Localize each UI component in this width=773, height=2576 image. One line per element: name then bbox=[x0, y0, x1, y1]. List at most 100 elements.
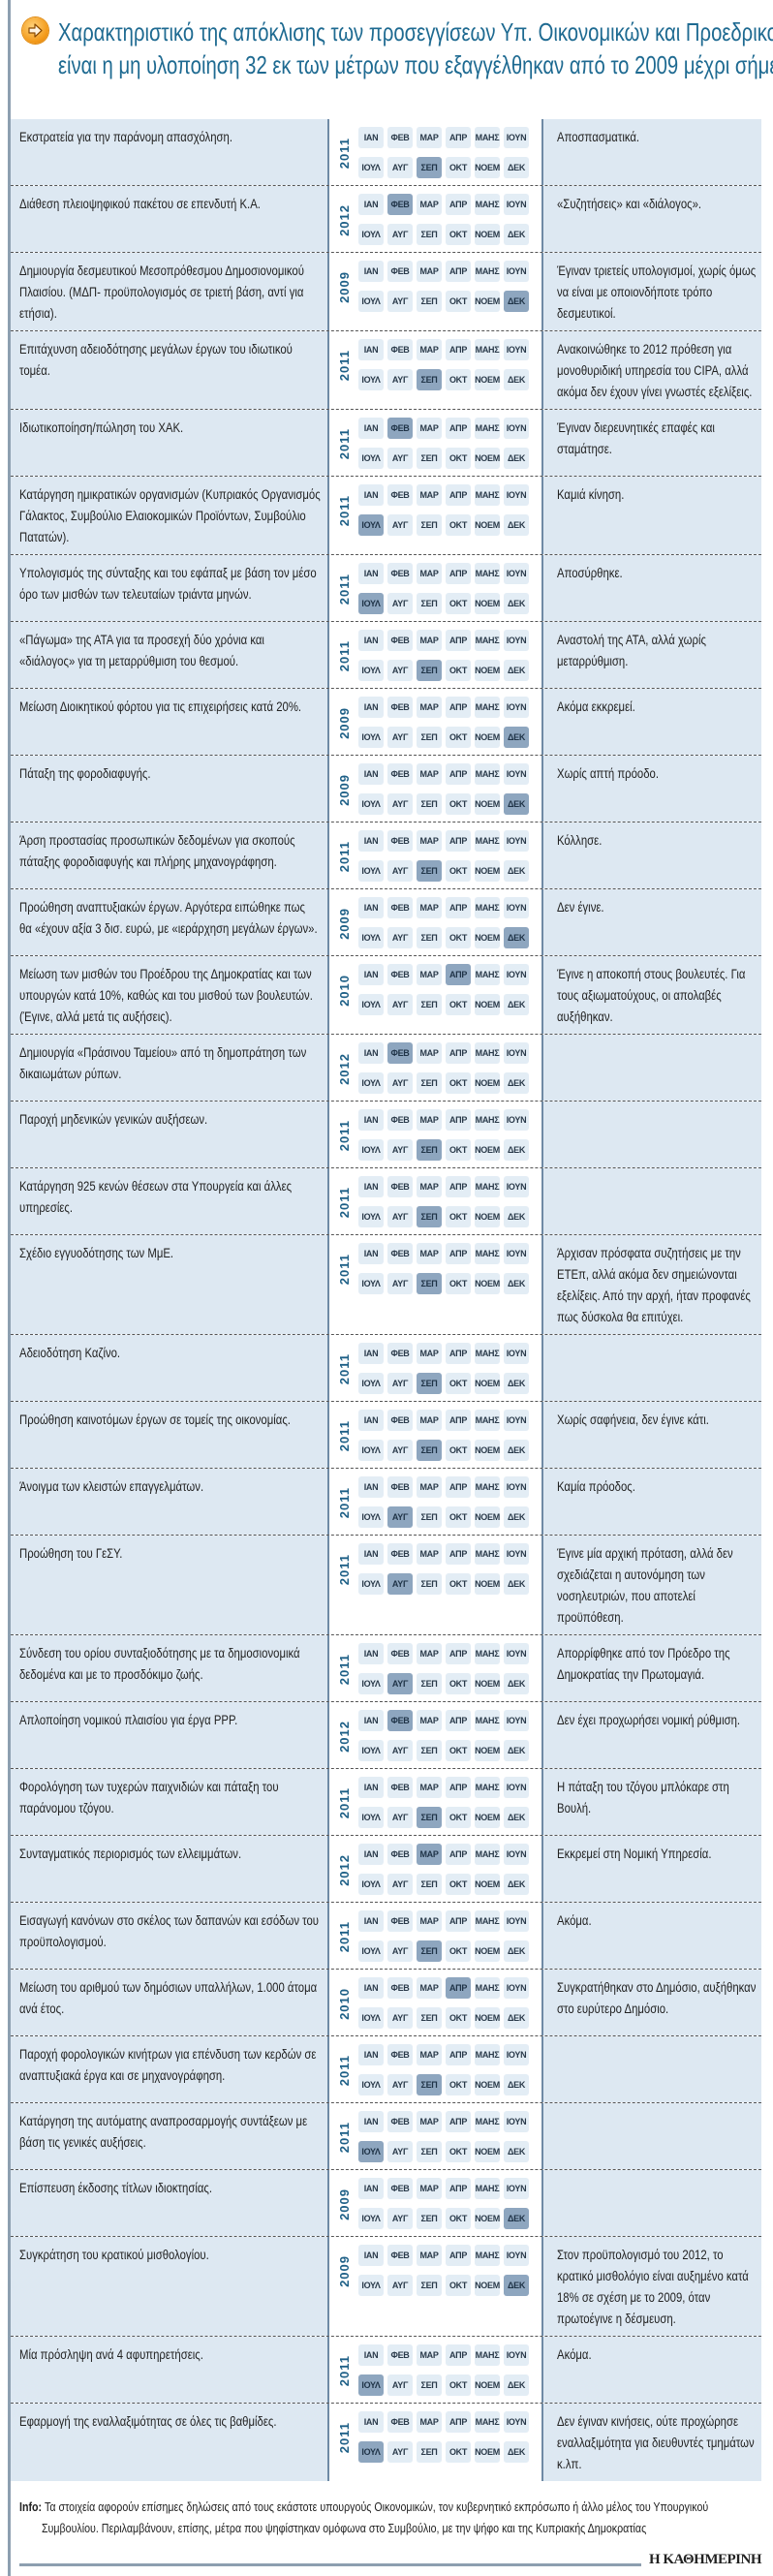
month-cell: ΜΑΡ bbox=[417, 1109, 442, 1131]
month-cell: ΜΑΡ bbox=[417, 1643, 442, 1664]
status-cell: «Συζητήσεις» και «διάλογος». bbox=[543, 186, 761, 252]
month-cell: ΑΠΡ bbox=[446, 897, 471, 918]
month-cell: ΑΠΡ bbox=[446, 1844, 471, 1865]
year-text: 2011 bbox=[337, 1653, 352, 1686]
month-cell: ΦΕΒ bbox=[387, 2245, 413, 2266]
month-cell: ΙΟΥΛ bbox=[358, 224, 384, 245]
month-cell: ΑΥΓ bbox=[387, 291, 413, 312]
month-cell: ΦΕΒ bbox=[387, 2411, 413, 2433]
month-cell-highlighted: ΔΕΚ bbox=[504, 2275, 529, 2296]
month-cell: ΑΠΡ bbox=[446, 1777, 471, 1798]
month-cell: ΙΟΥΛ bbox=[358, 793, 384, 815]
month-cell: ΜΑΗΣ bbox=[475, 1777, 500, 1798]
month-cell: ΔΕΚ bbox=[504, 1206, 529, 1227]
table-row: Συγκράτηση του κρατικού μισθολογίου. 2009… bbox=[11, 2236, 761, 2336]
table-row: Απλοποίηση νομικού πλαισίου για έργα PPP… bbox=[11, 1701, 761, 1768]
month-cell: ΙΟΥΝ bbox=[504, 194, 529, 215]
status-text: Δεν έγινε. bbox=[557, 900, 604, 915]
table-row: Εισαγωγή κανόνων στο σκέλος των δαπανών … bbox=[11, 1902, 761, 1969]
status-cell: Κόλλησε. bbox=[543, 822, 761, 888]
month-cell-highlighted: ΣΕΠ bbox=[417, 2074, 442, 2095]
date-cell: 2011 ΙΑΝ ΦΕΒ ΜΑΡ ΑΠΡ ΜΑΗΣ ΙΟΥΝ ΙΟΥΛ ΑΥΓ ΣΕΠ ΟΚΤ ΝΟΕ… bbox=[327, 2036, 543, 2102]
month-cell: ΙΟΥΝ bbox=[504, 1042, 529, 1064]
year-text: 2011 bbox=[337, 1352, 352, 1385]
month-cell: ΑΠΡ bbox=[446, 763, 471, 785]
month-cell: ΦΕΒ bbox=[387, 1410, 413, 1431]
measure-text: Επίσπευση έκδοσης τίτλων ιδιοκτησίας. bbox=[19, 2181, 213, 2195]
month-cell: ΑΠΡ bbox=[446, 194, 471, 215]
month-cell: ΜΑΗΣ bbox=[475, 563, 500, 584]
month-cell: ΑΥΓ bbox=[387, 224, 413, 245]
month-cell: ΙΟΥΝ bbox=[504, 484, 529, 506]
month-cell: ΟΚΤ bbox=[446, 2141, 471, 2162]
measure-cell: Εκστρατεία για την παράνομη απασχόληση. bbox=[11, 119, 327, 185]
month-cell: ΔΕΚ bbox=[504, 1940, 529, 1962]
month-cell: ΣΕΠ bbox=[417, 593, 442, 614]
month-cell: ΙΟΥΝ bbox=[504, 1910, 529, 1932]
month-cell: ΙΑΝ bbox=[358, 1977, 384, 1999]
status-cell: Αναστολή της ΑΤΑ, αλλά χωρίς μεταρρύθμισ… bbox=[543, 622, 761, 688]
date-cell: 2009 ΙΑΝ ΦΕΒ ΜΑΡ ΑΠΡ ΜΑΗΣ ΙΟΥΝ ΙΟΥΛ ΑΥΓ ΣΕΠ ΟΚΤ ΝΟΕ… bbox=[327, 2170, 543, 2236]
month-cell: ΟΚΤ bbox=[446, 2374, 471, 2396]
month-cell: ΟΚΤ bbox=[446, 514, 471, 536]
month-cell: ΜΑΗΣ bbox=[475, 2245, 500, 2266]
month-cell: ΑΥΓ bbox=[387, 793, 413, 815]
month-grid: ΙΑΝ ΦΕΒ ΜΑΡ ΑΠΡ ΜΑΗΣ ΙΟΥΝ ΙΟΥΛ ΑΥΓ ΣΕΠ ΟΚΤ ΝΟΕΜ ΔΕΚ bbox=[358, 2409, 529, 2477]
date-cell: 2011 ΙΑΝ ΦΕΒ ΜΑΡ ΑΠΡ ΜΑΗΣ ΙΟΥΝ ΙΟΥΛ ΑΥΓ ΣΕΠ ΟΚΤ ΝΟΕ… bbox=[327, 1469, 543, 1535]
measure-cell: Επίσπευση έκδοσης τίτλων ιδιοκτησίας. bbox=[11, 2170, 327, 2236]
status-text: Χωρίς απτή πρόοδο. bbox=[557, 766, 659, 781]
month-cell: ΑΥΓ bbox=[387, 994, 413, 1015]
year-label: 2009 bbox=[336, 895, 354, 951]
month-cell: ΙΟΥΝ bbox=[504, 418, 529, 439]
month-cell: ΑΠΡ bbox=[446, 1910, 471, 1932]
year-text: 2011 bbox=[337, 1119, 352, 1152]
month-cell: ΔΕΚ bbox=[504, 1673, 529, 1694]
table-row: Προώθηση του ΓεΣΥ. 2011 ΙΑΝ ΦΕΒ ΜΑΡ ΑΠΡ ΜΑΗΣ ΙΟ… bbox=[11, 1535, 761, 1634]
month-cell: ΜΑΡ bbox=[417, 563, 442, 584]
status-cell: Αποσπασματικά. bbox=[543, 119, 761, 185]
measure-cell: Δημιουργία «Πράσινου Ταμείου» από τη δημ… bbox=[11, 1035, 327, 1101]
month-cell: ΣΕΠ bbox=[417, 727, 442, 748]
month-cell: ΜΑΡ bbox=[417, 1977, 442, 1999]
month-cell: ΙΑΝ bbox=[358, 2111, 384, 2132]
status-text: Άρχισαν πρόσφατα συζητήσεις με την ΕΤΕπ,… bbox=[557, 1246, 751, 1324]
year-text: 2011 bbox=[337, 2121, 352, 2154]
year-text: 2009 bbox=[337, 706, 352, 739]
month-cell-highlighted: ΣΕΠ bbox=[417, 1206, 442, 1227]
month-grid: ΙΑΝ ΦΕΒ ΜΑΡ ΑΠΡ ΜΑΗΣ ΙΟΥΝ ΙΟΥΛ ΑΥΓ ΣΕΠ ΟΚΤ ΝΟΕΜ ΔΕΚ bbox=[358, 695, 529, 751]
month-cell: ΙΟΥΝ bbox=[504, 2245, 529, 2266]
status-cell: Ακόμα. bbox=[543, 1903, 761, 1969]
month-cell: ΜΑΡ bbox=[417, 830, 442, 852]
month-cell: ΙΟΥΝ bbox=[504, 1343, 529, 1364]
year-text: 2011 bbox=[337, 1920, 352, 1953]
month-cell-highlighted: ΑΥΓ bbox=[387, 1573, 413, 1595]
month-cell: ΙΑΝ bbox=[358, 2411, 384, 2433]
status-text: Αποσπασματικά. bbox=[557, 130, 640, 144]
table-row: Μείωση Διοικητικού φόρτου για τις επιχει… bbox=[11, 688, 761, 755]
date-cell: 2011 ΙΑΝ ΦΕΒ ΜΑΡ ΑΠΡ ΜΑΗΣ ΙΟΥΝ ΙΟΥΛ ΑΥΓ ΣΕΠ ΟΚΤ ΝΟΕ… bbox=[327, 2337, 543, 2403]
month-cell: ΑΠΡ bbox=[446, 630, 471, 651]
measure-cell: Φορολόγηση των τυχερών παιχνιδιών και πά… bbox=[11, 1769, 327, 1835]
status-text: Δεν έχει προχωρήσει νομική ρύθμιση. bbox=[557, 1713, 741, 1727]
month-cell: ΜΑΡ bbox=[417, 418, 442, 439]
month-cell: ΦΕΒ bbox=[387, 261, 413, 282]
month-grid: ΙΑΝ ΦΕΒ ΜΑΡ ΑΠΡ ΜΑΗΣ ΙΟΥΝ ΙΟΥΛ ΑΥΓ ΣΕΠ ΟΚΤ ΝΟΕΜ ΔΕΚ bbox=[358, 1975, 529, 2032]
date-cell: 2012 ΙΑΝ ΦΕΒ ΜΑΡ ΑΠΡ ΜΑΗΣ ΙΟΥΝ ΙΟΥΛ ΑΥΓ ΣΕΠ ΟΚΤ ΝΟΕ… bbox=[327, 1035, 543, 1101]
month-cell: ΙΟΥΝ bbox=[504, 1243, 529, 1264]
month-cell: ΜΑΗΣ bbox=[475, 194, 500, 215]
status-text: Στον προϋπολογισμό του 2012, το κρατικό … bbox=[557, 2248, 749, 2326]
month-grid: ΙΑΝ ΦΕΒ ΜΑΡ ΑΠΡ ΜΑΗΣ ΙΟΥΝ ΙΟΥΛ ΑΥΓ ΣΕΠ ΟΚΤ ΝΟΕΜ ΔΕΚ bbox=[358, 962, 529, 1030]
status-text: Εκκρεμεί στη Νομική Υπηρεσία. bbox=[557, 1847, 712, 1861]
month-cell: ΦΕΒ bbox=[387, 1777, 413, 1798]
month-grid: ΙΑΝ ΦΕΒ ΜΑΡ ΑΠΡ ΜΑΗΣ ΙΟΥΝ ΙΟΥΛ ΑΥΓ ΣΕΠ ΟΚΤ ΝΟΕΜ ΔΕΚ bbox=[358, 416, 529, 472]
month-cell: ΜΑΗΣ bbox=[475, 1643, 500, 1664]
date-cell: 2010 ΙΑΝ ΦΕΒ ΜΑΡ ΑΠΡ ΜΑΗΣ ΙΟΥΝ ΙΟΥΛ ΑΥΓ ΣΕΠ ΟΚΤ ΝΟΕ… bbox=[327, 956, 543, 1034]
footer-rule bbox=[19, 2563, 641, 2566]
status-cell: Συγκρατήθηκαν στο Δημόσιο, αυξήθηκαν στο… bbox=[543, 1970, 761, 2035]
year-text: 2009 bbox=[337, 907, 352, 940]
year-text: 2011 bbox=[337, 427, 352, 460]
date-cell: 2011 ΙΑΝ ΦΕΒ ΜΑΡ ΑΠΡ ΜΑΗΣ ΙΟΥΝ ΙΟΥΛ ΑΥΓ ΣΕΠ ΟΚΤ ΝΟΕ… bbox=[327, 555, 543, 621]
status-cell: Στον προϋπολογισμό του 2012, το κρατικό … bbox=[543, 2237, 761, 2336]
year-text: 2011 bbox=[337, 1253, 352, 1286]
month-cell: ΝΟΕΜ bbox=[475, 2374, 500, 2396]
